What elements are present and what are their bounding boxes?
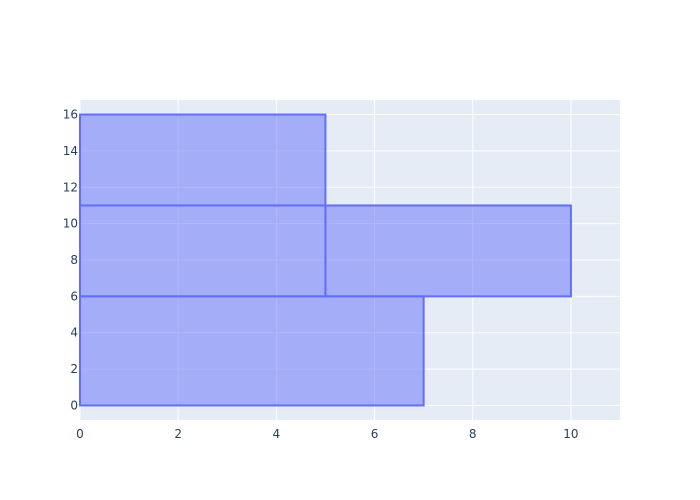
- x-axis-tick-labels: 0 2 4 6 8 10: [76, 427, 578, 441]
- y-tick-label: 14: [63, 144, 78, 158]
- x-tick-label: 8: [469, 427, 477, 441]
- y-tick-label: 8: [70, 253, 78, 267]
- x-tick-label: 0: [76, 427, 84, 441]
- data-rectangle-3: [324, 204, 572, 298]
- y-tick-label: 6: [70, 289, 78, 303]
- x-tick-label: 10: [563, 427, 578, 441]
- x-tick-label: 2: [174, 427, 182, 441]
- y-tick-label: 4: [70, 326, 78, 340]
- x-tick-label: 6: [371, 427, 379, 441]
- y-tick-label: 10: [63, 217, 78, 231]
- x-tick-label: 4: [273, 427, 281, 441]
- data-rectangle-4: [79, 113, 327, 207]
- data-rectangle-2: [79, 204, 327, 298]
- y-tick-label: 2: [70, 362, 78, 376]
- y-axis-tick-labels: 0 2 4 6 8 10 12 14 16: [63, 108, 78, 413]
- data-rectangle-1: [79, 295, 425, 407]
- y-tick-label: 12: [63, 180, 78, 194]
- y-tick-label: 16: [63, 108, 78, 122]
- y-tick-label: 0: [70, 398, 78, 412]
- data-rectangles: [79, 113, 572, 407]
